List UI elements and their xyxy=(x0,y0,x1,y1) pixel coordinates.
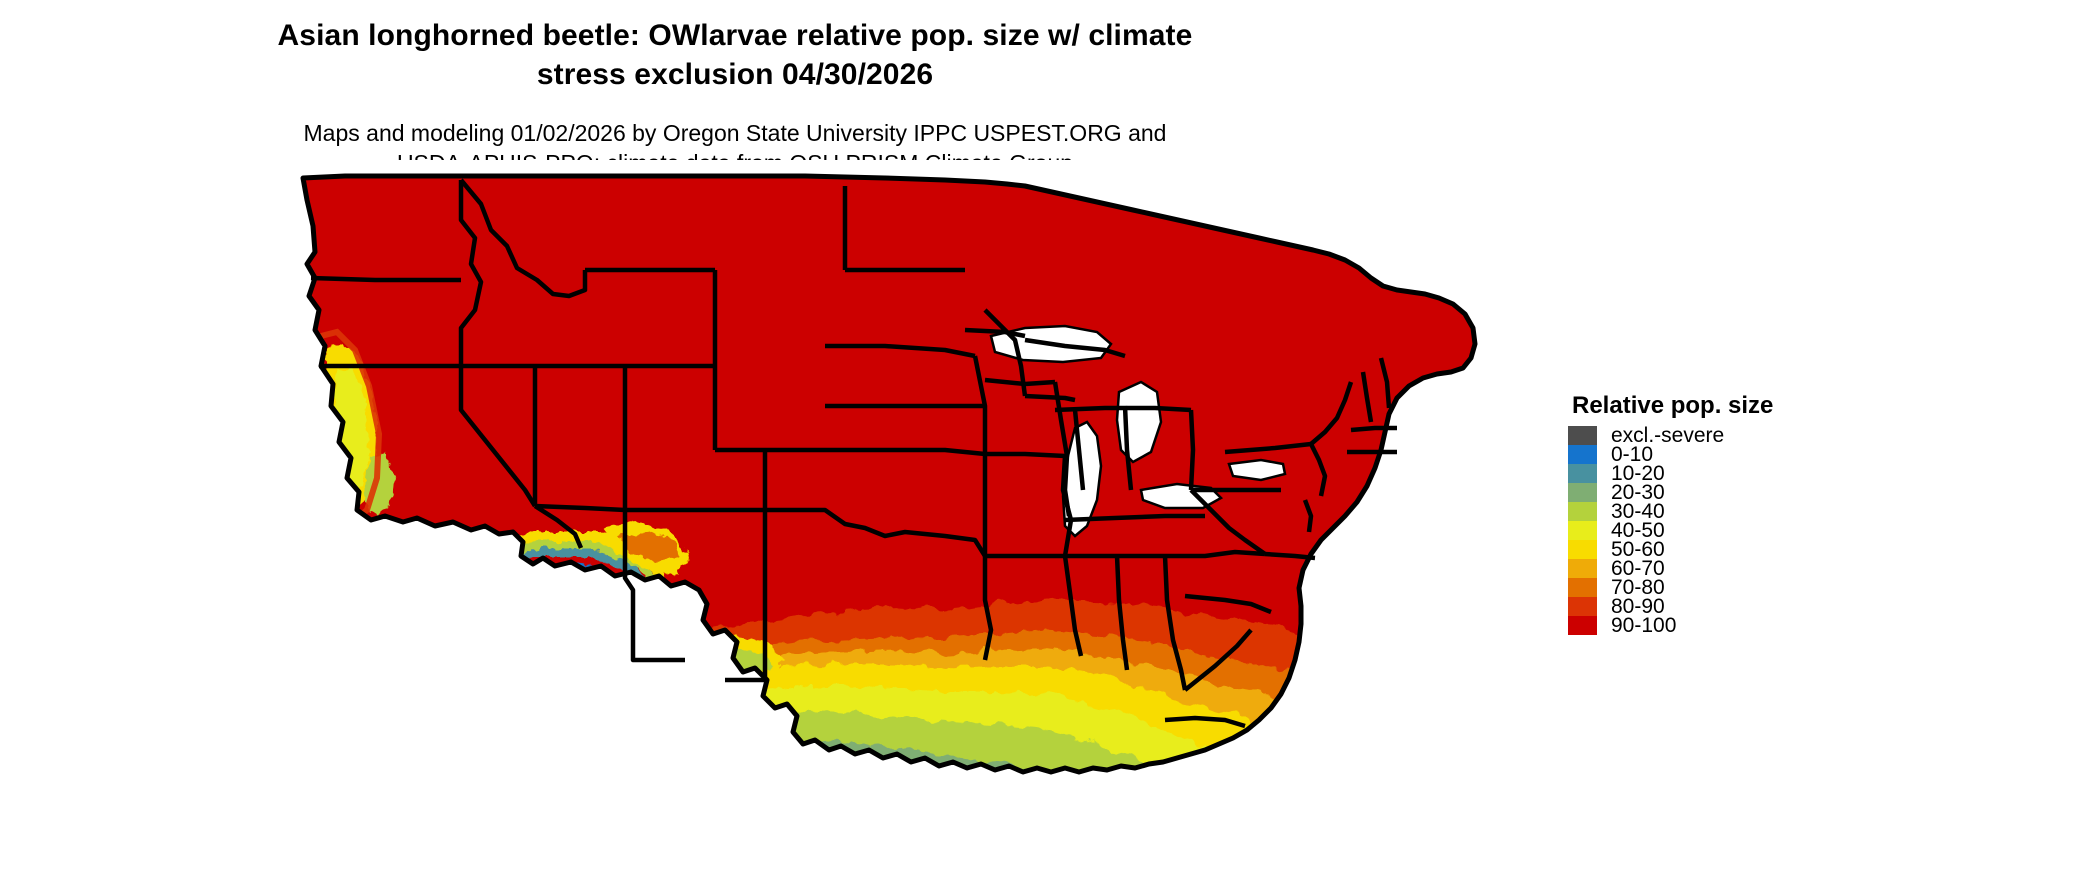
legend-swatch xyxy=(1568,521,1597,540)
legend-row: 30-40 xyxy=(1568,500,1888,523)
border-tn-nc xyxy=(1165,549,1266,559)
border-ms-al xyxy=(1114,555,1130,671)
border-ut-az xyxy=(534,503,626,513)
lake-erie xyxy=(1139,482,1224,510)
legend-swatch xyxy=(1568,559,1597,578)
border-mi-up xyxy=(1024,337,1126,359)
page-title: Asian longhorned beetle: OWlarvae relati… xyxy=(0,16,1470,94)
title-line-1: Asian longhorned beetle: OWlarvae relati… xyxy=(277,19,1193,52)
map-legend: Relative pop. size excl.-severe 0-10 10-20… xyxy=(1568,392,1888,637)
border-midwest-north xyxy=(1054,405,1192,413)
legend-swatch xyxy=(1568,540,1597,559)
border-wa-or xyxy=(310,275,461,283)
border-ca-nv xyxy=(435,363,537,508)
legend-title: Relative pop. size xyxy=(1572,392,1774,419)
border-ks-ok xyxy=(825,447,986,457)
legend-label: 80-90 xyxy=(1611,595,1665,618)
us-choropleth-map xyxy=(285,160,1485,880)
legend-label: 50-60 xyxy=(1611,538,1665,561)
legend-label: 20-30 xyxy=(1611,481,1665,504)
legend-label: 0-10 xyxy=(1611,443,1654,466)
border-plains-east xyxy=(972,355,988,454)
legend-row: 60-70 xyxy=(1568,557,1888,580)
border-ma-north xyxy=(1350,425,1397,433)
border-de-md xyxy=(1302,499,1314,533)
border-wv-va xyxy=(1189,488,1267,556)
border-tx-la xyxy=(982,556,994,661)
legend-row: 70-80 xyxy=(1568,576,1888,599)
border-nm-tx xyxy=(725,510,768,683)
legend-row: 0-10 xyxy=(1568,443,1888,466)
border-vt-nh xyxy=(1360,371,1374,423)
legend-row: 80-90 xyxy=(1568,595,1888,618)
border-la-ms xyxy=(1062,555,1084,657)
legend-swatch xyxy=(1568,597,1597,616)
border-mo-il xyxy=(1052,381,1072,517)
legend-swatch xyxy=(1568,502,1597,521)
legend-swatch xyxy=(1568,426,1597,445)
legend-label: 30-40 xyxy=(1611,500,1665,523)
legend-swatch xyxy=(1568,445,1597,464)
border-sd-ne xyxy=(825,343,976,359)
border-ok-tx xyxy=(765,507,987,558)
legend-label: 70-80 xyxy=(1611,576,1665,599)
legend-label: 90-100 xyxy=(1611,614,1677,637)
legend-items: excl.-severe 0-10 10-20 20-30 30-40 40-50 50-6… xyxy=(1568,424,1888,637)
legend-label: 10-20 xyxy=(1611,462,1665,485)
outside-conus-mask xyxy=(285,160,1485,880)
border-sc-nc xyxy=(1184,593,1272,615)
legend-row: 40-50 xyxy=(1568,519,1888,542)
legend-row: 90-100 xyxy=(1568,614,1888,637)
border-pa-ny xyxy=(1224,441,1312,455)
border-ky-tn xyxy=(1064,513,1205,523)
legend-row: excl.-severe xyxy=(1568,424,1888,447)
border-mo-ar xyxy=(985,451,1066,459)
legend-swatch xyxy=(1568,616,1597,635)
legend-label: 40-50 xyxy=(1611,519,1665,542)
border-il-in xyxy=(1072,409,1086,491)
legend-row: 10-20 xyxy=(1568,462,1888,485)
border-nh-me xyxy=(1378,357,1392,409)
legend-swatch xyxy=(1568,578,1597,597)
border-az-nm xyxy=(622,510,685,663)
border-ga-sc xyxy=(1183,628,1253,692)
border-wi-il xyxy=(1024,393,1076,403)
border-ny-ne xyxy=(1309,381,1354,446)
border-nj-ny xyxy=(1308,442,1328,497)
border-mn-wi xyxy=(983,308,1028,397)
border-id-mt xyxy=(459,178,588,299)
border-in-oh xyxy=(1122,405,1134,491)
border-nv-az xyxy=(533,504,584,549)
border-al-ga xyxy=(1162,555,1188,691)
lake-ontario xyxy=(1227,458,1287,482)
border-ga-fl xyxy=(1164,715,1246,729)
legend-swatch xyxy=(1568,483,1597,502)
subtitle-line-1: Maps and modeling 01/02/2026 by Oregon S… xyxy=(303,120,1167,146)
border-oh-east xyxy=(1188,409,1196,491)
legend-row: 50-60 xyxy=(1568,538,1888,561)
state-boundaries xyxy=(300,173,1478,775)
border-va-nc xyxy=(1264,551,1316,561)
legend-row: 20-30 xyxy=(1568,481,1888,504)
national-outline xyxy=(300,173,1478,775)
title-line-2: stress exclusion 04/30/2026 xyxy=(536,58,934,91)
map-svg xyxy=(285,160,1485,880)
legend-label: 60-70 xyxy=(1611,557,1665,580)
legend-label: excl.-severe xyxy=(1611,424,1725,447)
raster-gila-orange xyxy=(617,532,681,562)
border-id-west xyxy=(458,180,484,366)
legend-swatch xyxy=(1568,464,1597,483)
